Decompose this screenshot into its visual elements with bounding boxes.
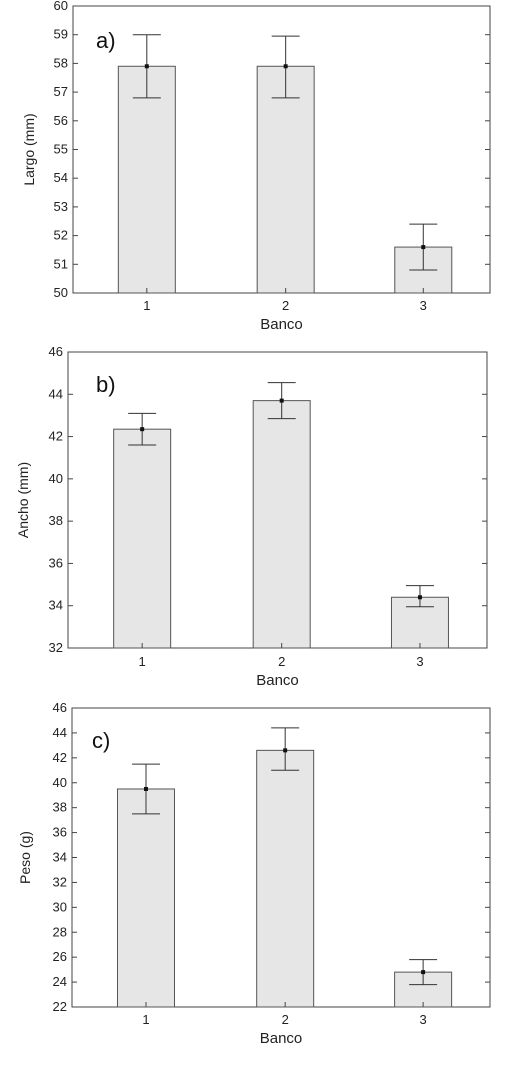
mean-point <box>283 64 288 69</box>
mean-point <box>279 398 284 403</box>
y-tick-label: 52 <box>54 228 68 243</box>
x-axis-title: Banco <box>256 672 299 689</box>
panel-label: a) <box>96 28 116 53</box>
y-tick-label: 34 <box>49 598 63 613</box>
bar <box>113 428 172 649</box>
chart-panel: 22 24 26 28 30 32 34 36 38 40 42 44 46 1 2 3 Banco Peso (… <box>17 700 491 1047</box>
x-tick-label: 1 <box>139 654 146 669</box>
x-tick-label: 2 <box>282 298 289 313</box>
y-tick-label: 56 <box>54 113 68 128</box>
y-tick-label: 44 <box>53 725 67 740</box>
bar <box>116 788 175 1008</box>
x-axis-title: Banco <box>260 316 303 333</box>
y-tick-label: 59 <box>54 27 68 42</box>
y-tick-label: 22 <box>53 999 67 1014</box>
y-tick-label: 42 <box>53 750 67 765</box>
y-tick-label: 44 <box>49 386 63 401</box>
mean-point <box>144 64 149 69</box>
y-tick-label: 36 <box>53 825 67 840</box>
mean-point <box>283 748 288 753</box>
y-tick-label: 46 <box>53 700 67 715</box>
panel-label: c) <box>92 728 110 753</box>
y-axis-title: Ancho (mm) <box>15 462 31 538</box>
y-tick-label: 26 <box>53 949 67 964</box>
y-tick-label: 34 <box>53 850 67 865</box>
mean-point <box>143 786 148 791</box>
bar <box>252 400 311 649</box>
y-tick-label: 36 <box>49 555 63 570</box>
x-tick-label: 2 <box>282 1012 289 1027</box>
y-tick-label: 24 <box>53 974 67 989</box>
x-tick-label: 1 <box>143 298 150 313</box>
y-tick-label: 38 <box>53 800 67 815</box>
mean-point <box>421 970 426 975</box>
y-tick-label: 32 <box>49 640 63 655</box>
mean-point <box>140 427 145 432</box>
y-tick-label: 28 <box>53 924 67 939</box>
y-tick-label: 30 <box>53 899 67 914</box>
x-tick-label: 3 <box>420 298 427 313</box>
y-axis-title: Largo (mm) <box>21 113 37 185</box>
x-tick-label: 1 <box>142 1012 149 1027</box>
y-tick-label: 55 <box>54 142 68 157</box>
y-tick-label: 53 <box>54 199 68 214</box>
y-tick-label: 54 <box>54 170 68 185</box>
y-axis-title: Peso (g) <box>17 831 33 884</box>
y-tick-label: 58 <box>54 55 68 70</box>
y-tick-label: 32 <box>53 874 67 889</box>
x-axis-title: Banco <box>260 1030 303 1047</box>
bar <box>256 65 315 294</box>
bar <box>117 65 176 294</box>
chart-panel: 50 51 52 53 54 55 56 57 58 59 60 1 2 3 Banco Largo (mm)… <box>21 0 491 333</box>
mean-point <box>421 245 426 250</box>
panel-label: b) <box>96 372 116 397</box>
bar <box>256 749 315 1008</box>
y-tick-label: 40 <box>49 471 63 486</box>
mean-point <box>417 595 422 600</box>
y-tick-label: 42 <box>49 429 63 444</box>
y-tick-label: 50 <box>54 285 68 300</box>
y-tick-label: 38 <box>49 513 63 528</box>
y-tick-label: 46 <box>49 344 63 359</box>
x-tick-label: 3 <box>416 654 423 669</box>
x-tick-label: 2 <box>278 654 285 669</box>
y-tick-label: 40 <box>53 775 67 790</box>
x-tick-label: 3 <box>420 1012 427 1027</box>
chart-panel: 32 34 36 38 40 42 44 46 1 2 3 Banco Ancho (mm) b) <box>15 344 488 689</box>
y-tick-label: 57 <box>54 84 68 99</box>
y-tick-label: 51 <box>54 256 68 271</box>
y-tick-label: 60 <box>54 0 68 13</box>
